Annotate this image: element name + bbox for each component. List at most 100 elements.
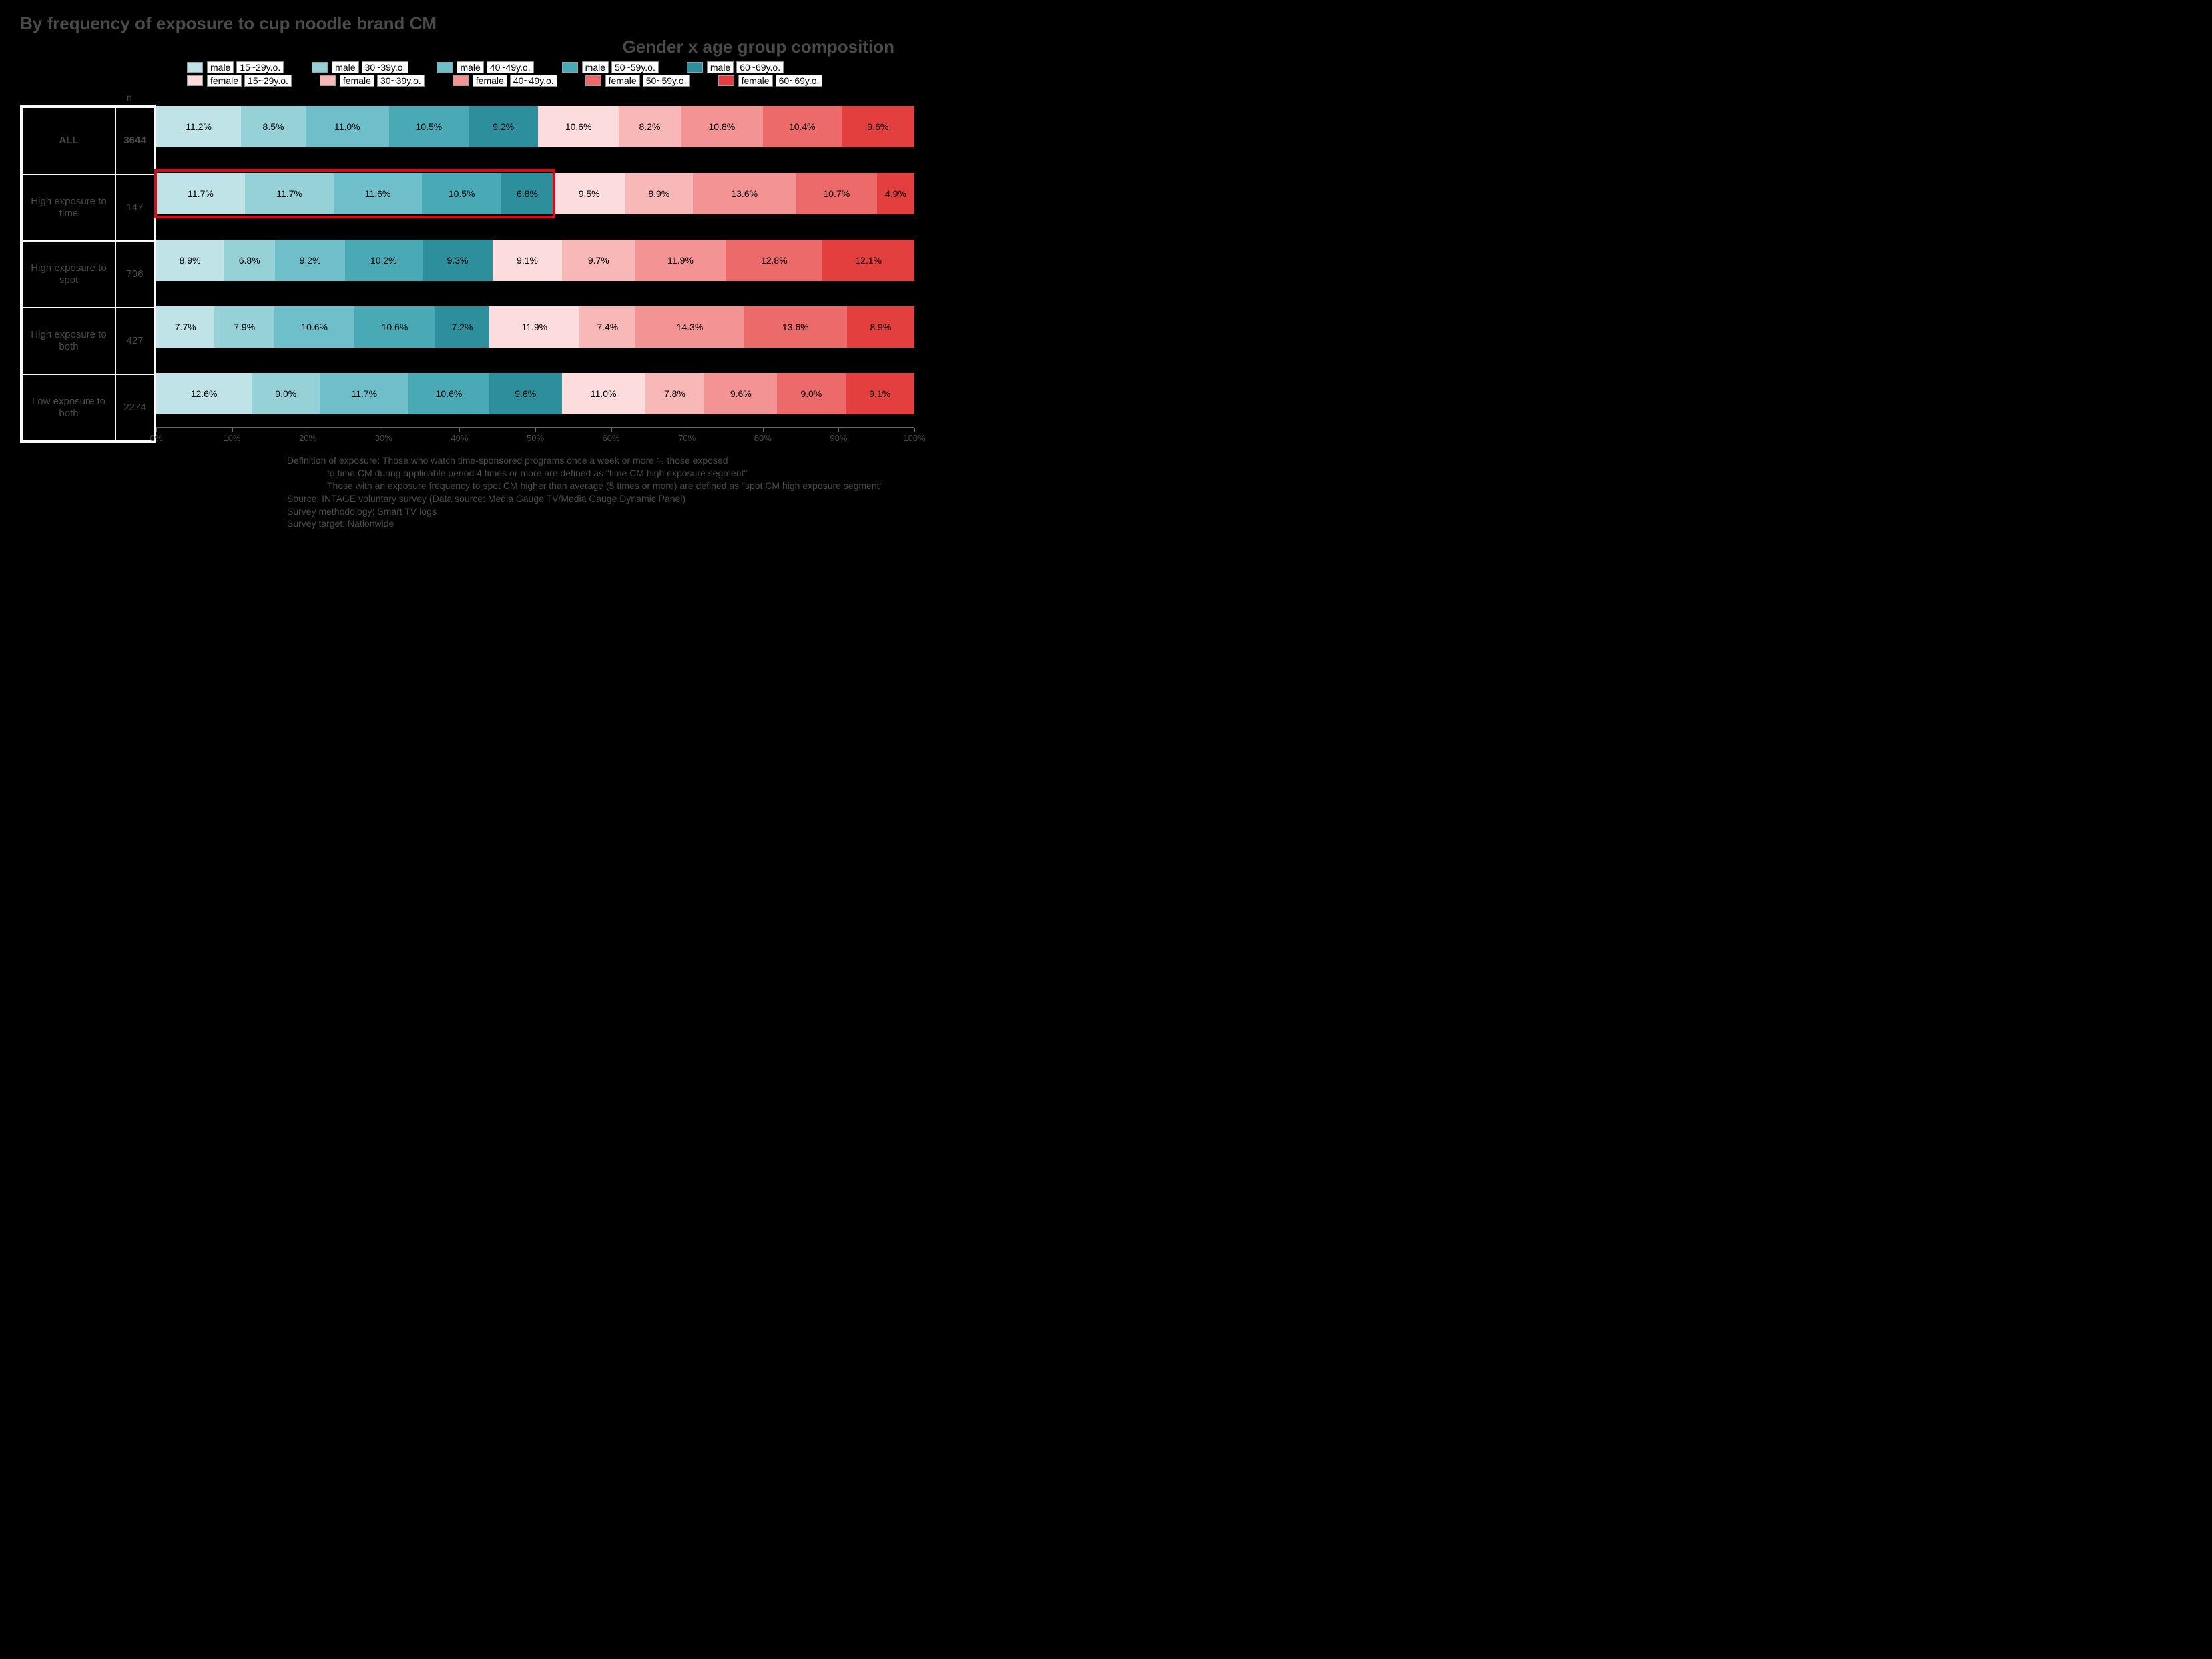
bar-segment-value: 7.9% (234, 322, 255, 332)
bar-segment-value: 9.6% (515, 388, 536, 399)
bar-segment-m4049: 11.7% (320, 373, 408, 414)
legend-swatch (320, 75, 336, 86)
row-label-table: ALL3644High exposure to time147High expo… (20, 105, 156, 443)
bar-segment-f6069: 9.6% (842, 106, 914, 147)
bar-segment-f1529: 11.9% (489, 306, 579, 348)
bar-segment-value: 11.2% (186, 121, 212, 132)
bar-segment-f4049: 11.9% (635, 240, 726, 281)
legend-swatch (437, 62, 453, 73)
bar-segment-m6069: 6.8% (501, 173, 553, 214)
legend-age-label: 30~39y.o. (377, 75, 425, 87)
bar-segment-value: 11.6% (365, 188, 391, 199)
bar-segment-value: 8.5% (263, 121, 284, 132)
bar-segment-value: 7.8% (664, 388, 685, 399)
bar-segment-value: 11.7% (276, 188, 302, 199)
bar-segment-m6069: 9.6% (489, 373, 562, 414)
bar-segment-m3039: 6.8% (224, 240, 275, 281)
bar-segment-value: 11.9% (521, 322, 547, 332)
legend-age-label: 50~59y.o. (643, 75, 690, 87)
bar-segment-f4049: 10.8% (681, 106, 763, 147)
bar-segment-value: 6.8% (517, 188, 538, 199)
bar-segment-value: 11.9% (667, 255, 694, 266)
bar-segment-m3039: 9.0% (252, 373, 320, 414)
bar-segment-value: 8.9% (180, 255, 201, 266)
bar-segment-m5059: 10.5% (389, 106, 469, 147)
stacked-bar: 12.6%9.0%11.7%10.6%9.6%11.0%7.8%9.6%9.0%… (156, 373, 914, 414)
x-axis: 0%10%20%30%40%50%60%70%80%90%100% (156, 427, 914, 448)
bar-segment-value: 12.6% (191, 388, 218, 399)
legend-item-m3039: male30~39y.o. (312, 61, 408, 73)
footnote-line: Those with an exposure frequency to spot… (287, 480, 914, 492)
legend-gender-label: male (582, 61, 609, 73)
bar-row: 7.7%7.9%10.6%10.6%7.2%11.9%7.4%14.3%13.6… (156, 294, 914, 360)
bar-segment-f5059: 13.6% (744, 306, 847, 348)
legend-age-label: 40~49y.o. (487, 61, 534, 73)
axis-tick (459, 428, 460, 432)
row-n: 2274 (115, 374, 154, 441)
bar-row: 8.9%6.8%9.2%10.2%9.3%9.1%9.7%11.9%12.8%1… (156, 227, 914, 294)
bar-segment-f5059: 10.7% (796, 173, 878, 214)
legend-gender-label: male (332, 61, 358, 73)
bar-segment-m4049: 10.6% (274, 306, 354, 348)
bar-segment-value: 8.9% (870, 322, 891, 332)
bar-segment-value: 9.6% (730, 388, 752, 399)
bar-segment-value: 9.0% (800, 388, 822, 399)
legend-item-m4049: male40~49y.o. (437, 61, 533, 73)
bar-segment-value: 11.0% (591, 388, 617, 399)
bar-segment-f5059: 10.4% (763, 106, 842, 147)
bar-segment-value: 13.6% (731, 188, 758, 199)
axis-tick-label: 90% (830, 433, 847, 443)
bar-segment-m3039: 8.5% (241, 106, 306, 147)
bar-segment-value: 9.3% (447, 255, 469, 266)
legend-item-f1529: female15~29y.o. (187, 75, 292, 87)
bar-segment-value: 8.2% (639, 121, 661, 132)
footnotes: Definition of exposure: Those who watch … (287, 454, 914, 530)
bar-segment-value: 9.5% (579, 188, 600, 199)
bar-segment-f6069: 12.1% (822, 240, 914, 281)
bars-column: n 11.2%8.5%11.0%10.5%9.2%10.6%8.2%10.8%1… (156, 89, 914, 448)
bar-segment-value: 9.2% (300, 255, 321, 266)
bar-segment-m1529: 12.6% (156, 373, 252, 414)
bar-segment-m4049: 11.6% (334, 173, 422, 214)
legend-gender-label: female (207, 75, 242, 87)
bar-row: 12.6%9.0%11.7%10.6%9.6%11.0%7.8%9.6%9.0%… (156, 360, 914, 427)
bar-segment-f5059: 12.8% (726, 240, 822, 281)
bar-segment-f6069: 9.1% (846, 373, 914, 414)
legend-item-f6069: female60~69y.o. (718, 75, 823, 87)
bar-segment-value: 10.6% (382, 322, 408, 332)
legend-item-f4049: female40~49y.o. (453, 75, 557, 87)
bar-segment-value: 10.5% (449, 188, 475, 199)
n-header: n (127, 92, 132, 103)
bar-segment-m3039: 7.9% (214, 306, 274, 348)
axis-tick (535, 428, 536, 432)
axis-tick-label: 30% (375, 433, 392, 443)
bar-segment-value: 6.8% (239, 255, 260, 266)
axis-tick-label: 10% (224, 433, 241, 443)
bar-segment-m1529: 11.2% (156, 106, 241, 147)
bar-segment-f1529: 10.6% (538, 106, 618, 147)
bar-segment-value: 10.2% (370, 255, 397, 266)
row-label: ALL (22, 107, 115, 174)
bar-segment-value: 9.0% (275, 388, 296, 399)
axis-tick-label: 100% (903, 433, 925, 443)
bar-segment-f3039: 7.4% (579, 306, 635, 348)
bar-row: 11.2%8.5%11.0%10.5%9.2%10.6%8.2%10.8%10.… (156, 93, 914, 160)
bar-segment-f1529: 9.1% (493, 240, 561, 281)
bar-segment-m5059: 10.6% (354, 306, 435, 348)
axis-tick-label: 60% (603, 433, 620, 443)
legend-gender-label: male (207, 61, 234, 73)
row-n: 3644 (115, 107, 154, 174)
bar-segment-value: 10.5% (416, 121, 443, 132)
legend-swatch (453, 75, 469, 86)
bar-segment-m5059: 10.5% (422, 173, 501, 214)
bar-segment-f4049: 9.6% (704, 373, 777, 414)
bar-segment-m1529: 8.9% (156, 240, 224, 281)
bar-segment-value: 10.8% (709, 121, 736, 132)
bar-segment-value: 7.2% (451, 322, 473, 332)
footnote-line: Definition of exposure: Those who watch … (287, 454, 914, 467)
legend-gender-label: female (605, 75, 640, 87)
legend-item-m1529: male15~29y.o. (187, 61, 284, 73)
chart-area: ALL3644High exposure to time147High expo… (20, 89, 914, 448)
page-subtitle: Gender x age group composition (20, 37, 914, 57)
stacked-bar: 11.2%8.5%11.0%10.5%9.2%10.6%8.2%10.8%10.… (156, 106, 914, 147)
